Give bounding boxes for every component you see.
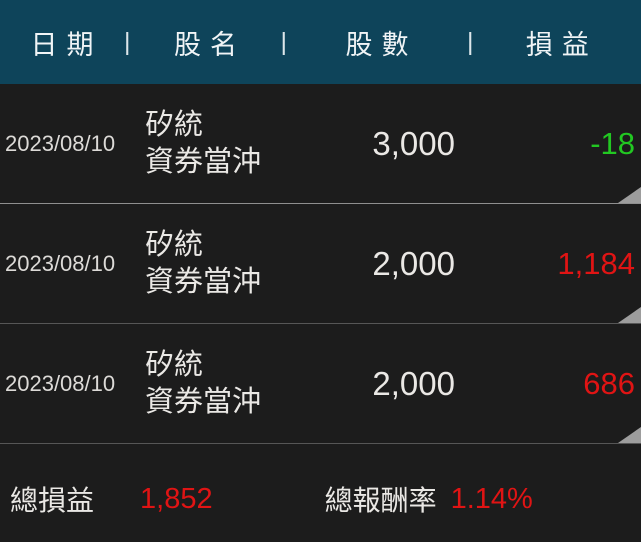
table-header: 日期 | 股名 | 股數 | 損益: [0, 0, 641, 84]
total-return-label: 總報酬率: [324, 485, 437, 516]
stock-name: 矽統 資券當沖: [145, 227, 305, 301]
share-count: 3,000: [372, 124, 455, 162]
total-return-value: 1.14%: [450, 482, 533, 515]
corner-fold-icon: [618, 427, 641, 443]
trade-date: 2023/08/10: [5, 370, 116, 396]
stock-name: 矽統 資券當沖: [145, 107, 305, 181]
corner-fold-icon: [618, 307, 641, 323]
header-column-profit-loss: 損益: [525, 29, 598, 60]
trade-type-line2: 資券當沖: [145, 265, 262, 298]
total-pl-label: 總損益: [10, 485, 95, 516]
stock-name-line1: 矽統: [145, 348, 204, 381]
trade-row[interactable]: 2023/08/10 矽統 資券當沖 2,000 686: [0, 324, 641, 444]
trade-date: 2023/08/10: [5, 250, 116, 276]
profit-loss-value: 1,184: [557, 245, 635, 281]
header-column-date: 日期: [30, 29, 103, 60]
header-column-shares: 股數: [345, 29, 418, 60]
trade-type-line2: 資券當沖: [145, 145, 262, 178]
trade-row[interactable]: 2023/08/10 矽統 資券當沖 3,000 -18: [0, 84, 641, 204]
stock-name-line1: 矽統: [145, 228, 204, 261]
column-divider: |: [124, 27, 131, 56]
summary-footer: 總損益 1,852 總報酬率 1.14%: [0, 444, 641, 542]
corner-fold-icon: [618, 187, 641, 203]
total-pl-value: 1,852: [140, 482, 213, 515]
column-divider: |: [467, 27, 474, 56]
stock-name-line1: 矽統: [145, 108, 204, 141]
profit-loss-value: 686: [583, 365, 635, 401]
header-column-stock-name: 股名: [174, 29, 246, 60]
share-count: 2,000: [372, 364, 455, 402]
trade-type-line2: 資券當沖: [145, 385, 262, 418]
stock-name: 矽統 資券當沖: [145, 347, 305, 421]
trade-date: 2023/08/10: [5, 130, 116, 156]
trade-row[interactable]: 2023/08/10 矽統 資券當沖 2,000 1,184: [0, 204, 641, 324]
share-count: 2,000: [372, 244, 455, 282]
column-divider: |: [280, 27, 288, 56]
profit-loss-value: -18: [590, 125, 635, 161]
